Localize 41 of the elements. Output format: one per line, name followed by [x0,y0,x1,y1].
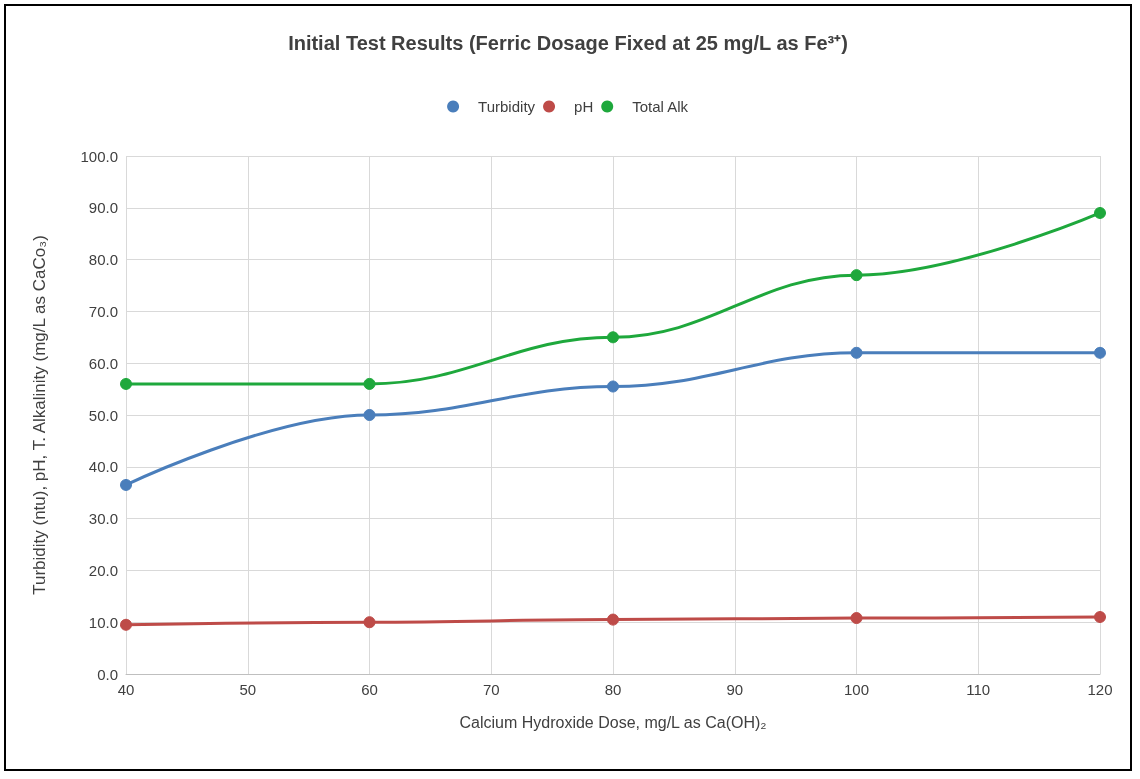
x-tick-label: 90 [726,681,744,698]
y-tick-label: 0.0 [97,665,118,683]
legend-label: Turbidity [478,98,536,115]
y-tick-label: 50.0 [88,406,118,424]
point [1094,206,1106,219]
point [607,380,619,393]
x-tick-label: 80 [604,681,622,698]
y-tick-label: 90.0 [88,199,118,217]
y-tick-label: 30.0 [88,510,118,528]
point [120,618,132,631]
legend-label: pH [574,98,594,115]
x-tick-label: 40 [117,681,135,698]
y-tick-label: 80.0 [88,251,118,269]
point [120,377,132,390]
point [363,377,376,390]
y-tick-label: 100.0 [80,147,118,165]
y-axis-title: Turbidity (ntu), pH, T. Alkalinity (mg/L as CaCo₃) [30,235,49,595]
point [607,331,619,344]
point [363,616,376,629]
y-tick-label: 40.0 [88,458,118,476]
x-tick-label: 50 [239,681,257,698]
point [850,612,863,625]
x-tick-label: 120 [1087,681,1113,698]
point [1094,346,1106,359]
point [1094,611,1106,624]
chart-title: Initial Test Results (Ferric Dosage Fixed at 25 mg/L as Fe³⁺) [288,32,848,54]
point [363,409,376,421]
point [850,346,863,359]
y-tick-label: 70.0 [88,302,118,320]
y-tick-label: 10.0 [88,613,118,631]
x-axis-title: Calcium Hydroxide Dose, mg/L as Ca(OH)₂ [459,713,767,731]
point [120,478,132,491]
y-tick-label: 60.0 [88,354,118,372]
x-tick-label: 100 [843,681,870,698]
y-tick-label: 20.0 [88,561,118,579]
x-tick-label: 60 [361,681,378,698]
legend-label: Total Alk [632,98,689,115]
x-tick-label: 70 [482,681,500,698]
x-tick-label: 110 [966,681,991,698]
point [850,269,863,282]
point [607,613,619,626]
